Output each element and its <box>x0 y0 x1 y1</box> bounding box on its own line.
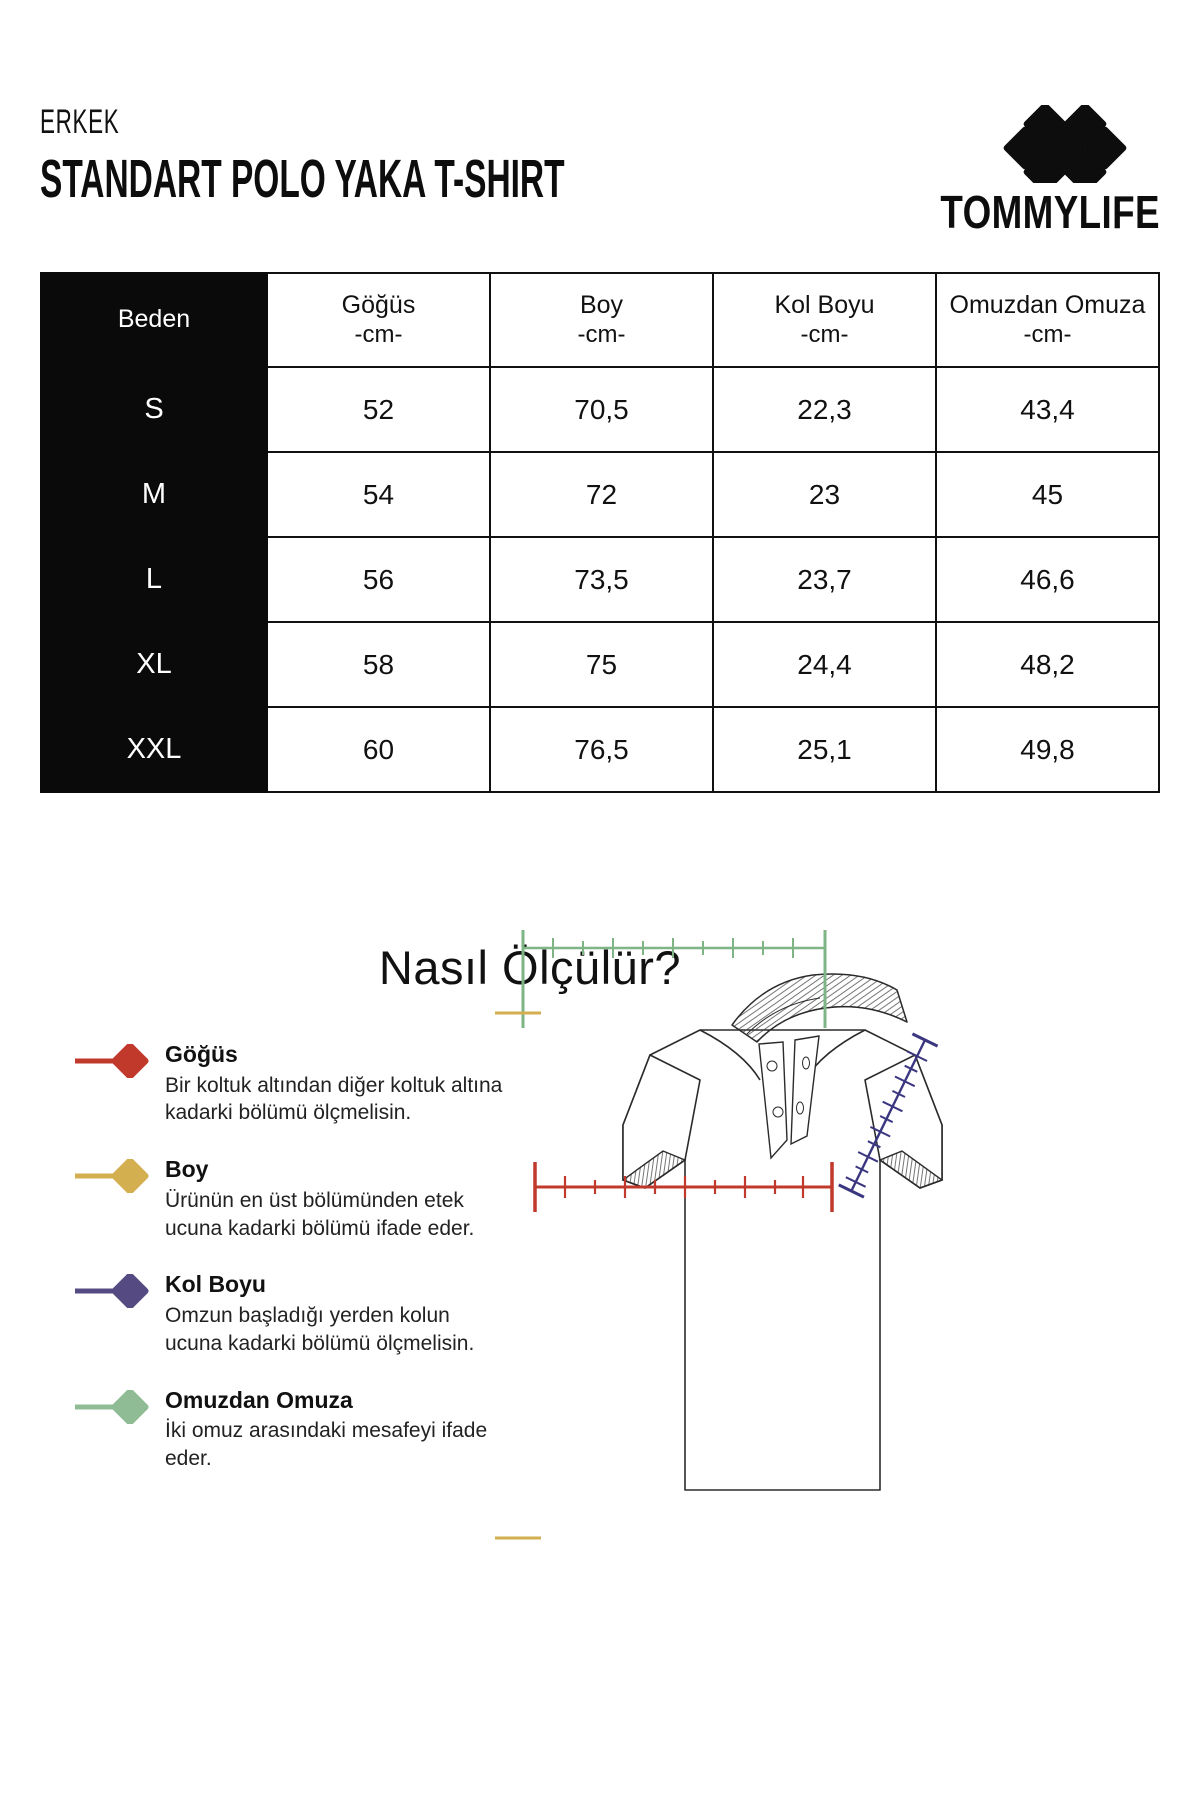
diamond-marker-red-icon <box>75 1044 149 1078</box>
cell-beden: M <box>40 451 268 538</box>
polo-shirt-diagram <box>405 918 1065 1550</box>
legend-text-group: Göğüs Bir koltuk altından diğer koltuk a… <box>165 1040 505 1127</box>
page-kicker: ERKEK <box>40 103 120 141</box>
cell-beden: L <box>40 536 268 623</box>
column-header-kol-boyu: Kol Boyu -cm- <box>712 272 937 368</box>
column-header-unit: -cm- <box>577 320 626 348</box>
legend-title: Kol Boyu <box>165 1271 266 1298</box>
boy-ruler <box>405 1011 541 1542</box>
cell-kol-boyu: 24,4 <box>712 621 937 708</box>
cell-kol-boyu: 22,3 <box>712 366 937 453</box>
how-to-measure-title: Nasıl Ölçülür? <box>378 941 682 994</box>
cell-gogus: 52 <box>266 366 491 453</box>
cell-omuzdan-omuza: 48,2 <box>935 621 1160 708</box>
column-header-boy: Boy -cm- <box>489 272 714 368</box>
table-row: M 54 72 23 45 <box>40 451 1160 538</box>
column-header-label: Beden <box>117 305 191 334</box>
cell-gogus: 60 <box>266 706 491 793</box>
table-row: L 56 73,5 23,7 46,6 <box>40 536 1160 623</box>
cell-beden: S <box>40 366 268 453</box>
table-row: XXL 60 76,5 25,1 49,8 <box>40 706 1160 793</box>
cell-boy: 76,5 <box>489 706 714 793</box>
cell-boy: 70,5 <box>489 366 714 453</box>
cell-kol-boyu: 23 <box>712 451 937 538</box>
diamond-grid-logo-icon <box>1003 105 1127 183</box>
cell-omuzdan-omuza: 43,4 <box>935 366 1160 453</box>
kol-boyu-ruler <box>838 1032 939 1199</box>
cell-omuzdan-omuza: 46,6 <box>935 536 1160 623</box>
cell-gogus: 54 <box>266 451 491 538</box>
cell-omuzdan-omuza: 49,8 <box>935 706 1160 793</box>
column-header-unit: -cm- <box>1023 320 1072 348</box>
column-header-beden: Beden <box>40 272 268 368</box>
legend-item-boy: Boy Ürünün en üst bölümünden etek ucuna … <box>75 1155 505 1242</box>
legend-text-group: Kol Boyu Omzun başladığı yerden kolun uc… <box>165 1270 505 1357</box>
header-title-group: ERKEK STANDART POLO YAKA T-SHIRT <box>40 105 886 208</box>
cell-boy: 73,5 <box>489 536 714 623</box>
column-header-gogus: Göğüs -cm- <box>266 272 491 368</box>
column-header-label: Göğüs <box>341 291 416 320</box>
brand-block: TOMMYLIFE <box>880 105 1160 235</box>
diamond-marker-purple-icon <box>75 1274 149 1309</box>
cell-omuzdan-omuza: 45 <box>935 451 1160 538</box>
polo-shirt-technical-drawing-icon <box>405 918 944 1542</box>
cell-beden: XL <box>40 621 268 708</box>
page-header: ERKEK STANDART POLO YAKA T-SHIRT TOMMYLI… <box>40 105 1160 250</box>
measurement-legend: Göğüs Bir koltuk altından diğer koltuk a… <box>75 1040 505 1501</box>
table-row: XL 58 75 24,4 48,2 <box>40 621 1160 708</box>
legend-title: Boy <box>165 1156 209 1183</box>
legend-item-omuzdan-omuza: Omuzdan Omuza İki omuz arasındaki mesafe… <box>75 1386 505 1473</box>
legend-description: Omzun başladığı yerden kolun ucuna kadar… <box>165 1304 475 1355</box>
legend-description: Bir koltuk altından diğer koltuk altına … <box>165 1073 503 1125</box>
legend-text-group: Boy Ürünün en üst bölümünden etek ucuna … <box>165 1155 505 1242</box>
brand-name: TOMMYLIFE <box>940 186 1160 238</box>
legend-description: İki omuz arasındaki mesafeyi ifade eder. <box>165 1419 488 1471</box>
table-row: S 52 70,5 22,3 43,4 <box>40 366 1160 453</box>
legend-description: Ürünün en üst bölümünden etek ucuna kada… <box>165 1188 475 1240</box>
legend-title: Göğüs <box>165 1041 238 1067</box>
column-header-unit: -cm- <box>354 320 403 348</box>
cell-kol-boyu: 23,7 <box>712 536 937 623</box>
cell-kol-boyu: 25,1 <box>712 706 937 793</box>
legend-title: Omuzdan Omuza <box>165 1386 353 1413</box>
column-header-unit: -cm- <box>800 320 849 348</box>
diamond-marker-gold-icon <box>75 1159 149 1194</box>
column-header-omuzdan-omuza: Omuzdan Omuza -cm- <box>935 272 1160 368</box>
column-header-label: Omuzdan Omuza <box>949 291 1146 320</box>
table-header-row: Beden Göğüs -cm- Boy -cm- Kol Boyu -cm- … <box>40 272 1160 368</box>
cell-gogus: 58 <box>266 621 491 708</box>
column-header-label: Kol Boyu <box>774 291 875 320</box>
omuzdan-omuza-ruler <box>521 918 827 1028</box>
cell-boy: 75 <box>489 621 714 708</box>
page-title: STANDART POLO YAKA T-SHIRT <box>40 149 565 209</box>
column-header-label: Boy <box>579 291 624 320</box>
cell-boy: 72 <box>489 451 714 538</box>
diamond-marker-green-icon <box>75 1389 149 1424</box>
cell-beden: XXL <box>40 706 268 793</box>
cell-gogus: 56 <box>266 536 491 623</box>
legend-text-group: Omuzdan Omuza İki omuz arasındaki mesafe… <box>165 1386 505 1473</box>
size-table: Beden Göğüs -cm- Boy -cm- Kol Boyu -cm- … <box>40 272 1160 793</box>
gogus-ruler <box>533 1162 834 1212</box>
legend-item-kol-boyu: Kol Boyu Omzun başladığı yerden kolun uc… <box>75 1270 505 1357</box>
legend-item-gogus: Göğüs Bir koltuk altından diğer koltuk a… <box>75 1040 505 1127</box>
